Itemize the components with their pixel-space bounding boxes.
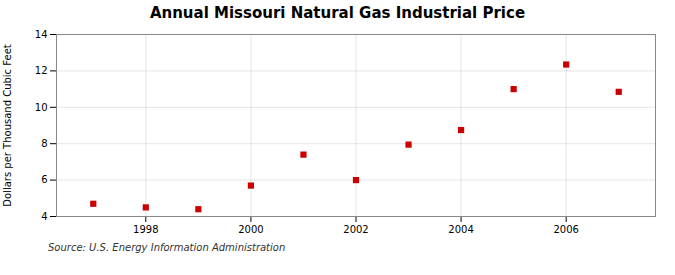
svg-text:2000: 2000 (238, 224, 263, 235)
svg-text:8: 8 (41, 138, 47, 149)
html-text:Source: U.S. Energy Informatio: Source: U.S. Energy Information Administ… (48, 242, 286, 253)
svg-text:Dollars per Thousand Cubic Fee: Dollars per Thousand Cubic Feet (2, 44, 13, 207)
svg-text:14: 14 (35, 29, 48, 40)
svg-text:2004: 2004 (448, 224, 473, 235)
svg-text:10: 10 (35, 102, 48, 113)
svg-text:2002: 2002 (343, 224, 368, 235)
html-text:Annual Missouri Natural Gas In: Annual Missouri Natural Gas Industrial P… (149, 4, 526, 22)
svg-text:2006: 2006 (553, 224, 578, 235)
svg-text:4: 4 (41, 211, 47, 222)
svg-text:1998: 1998 (133, 224, 158, 235)
svg-text:12: 12 (35, 65, 48, 76)
svg-text:6: 6 (41, 174, 47, 185)
